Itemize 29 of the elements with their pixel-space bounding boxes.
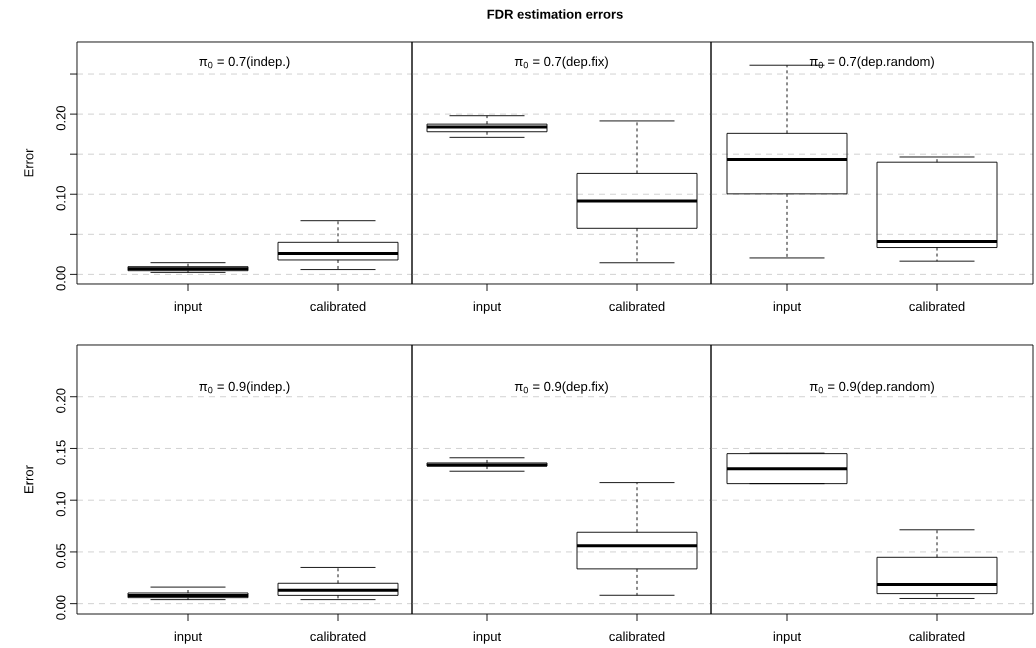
x-tick-label: input — [773, 301, 801, 314]
y-tick-label: 0.15 — [56, 440, 66, 465]
x-tick-label: input — [473, 301, 501, 314]
x-tick-label: input — [174, 301, 202, 314]
y-tick-label: 0.00 — [56, 266, 66, 291]
text: π$_{0}$ = 0.9(dep.fix) — [514, 381, 608, 394]
y-tick-label: 0.10 — [56, 492, 66, 517]
y-tick-label: 0.20 — [56, 388, 66, 413]
y-axis-title: Error — [24, 148, 34, 177]
y-tick-label: 0.10 — [56, 186, 66, 211]
text: π$_{0}$ = 0.7(dep.fix) — [514, 56, 608, 69]
text: π$_{0}$ = 0.7(indep.) — [199, 56, 290, 69]
x-tick-label: calibrated — [310, 301, 366, 312]
x-tick-label: input — [473, 631, 501, 644]
chart-title: FDR estimation errors — [487, 9, 623, 19]
text: π$_{0}$ = 0.7(dep.random) — [809, 56, 934, 69]
y-tick-label: 0.05 — [56, 543, 66, 569]
y-tick-label: 0.20 — [56, 105, 66, 131]
x-tick-label: input — [773, 631, 801, 644]
x-tick-label: calibrated — [909, 631, 965, 642]
x-tick-label: calibrated — [310, 631, 366, 642]
text: π$_{0}$ = 0.9(indep.) — [199, 381, 290, 394]
x-tick-label: calibrated — [909, 301, 965, 312]
text: π$_{0}$ = 0.9(dep.random) — [809, 381, 934, 394]
y-axis-title: Error — [24, 465, 34, 493]
x-tick-label: calibrated — [609, 301, 665, 312]
x-tick-label: input — [174, 631, 202, 644]
y-tick-label: 0.00 — [56, 595, 66, 620]
x-tick-label: calibrated — [609, 631, 665, 642]
